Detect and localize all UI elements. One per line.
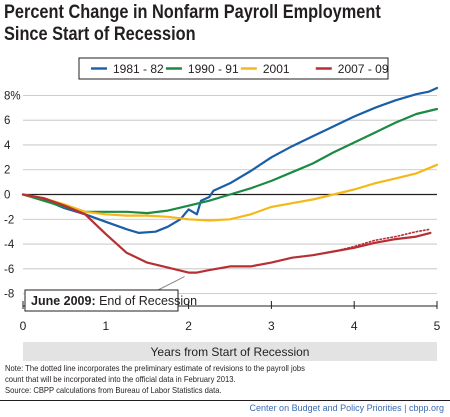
legend-box — [78, 57, 389, 80]
y-tick-label: -2 — [4, 214, 14, 226]
chart-canvas: 8% 6 4 2 0 -2 -4 -6 -8 0 1 2 3 4 5 Years from Start of … — [4, 57, 441, 361]
note-line-1: Note: The dotted line incorporates the p… — [5, 364, 305, 373]
x-axis-label: Years from Start of Recession — [151, 345, 310, 359]
y-tick-label: 6 — [4, 115, 10, 127]
legend-label: 1981 - 82 — [113, 62, 164, 76]
y-tick-label: 2 — [4, 165, 10, 177]
annotation-text: June 2009: End of Recession — [31, 294, 197, 308]
series-line-2007-09 — [21, 193, 432, 274]
note-line-2: count that will be incorporated into the… — [5, 375, 236, 384]
x-tick-label: 3 — [268, 319, 275, 333]
y-tick-label: 8% — [4, 90, 21, 102]
annotation-date: June 2009: — [31, 294, 96, 308]
series-line-2001 — [21, 163, 439, 222]
series-line-1990-91 — [21, 107, 439, 215]
y-tick-label: 4 — [4, 140, 11, 152]
chart-title: Percent Change in Nonfarm Payroll Employ… — [4, 2, 382, 46]
annotation-leader — [157, 276, 185, 291]
y-tick-label: 0 — [4, 190, 10, 202]
credit-line: Center on Budget and Policy Priorities |… — [249, 403, 444, 413]
x-axis-label-band — [23, 342, 437, 361]
title-line-2: Since Start of Recession — [4, 24, 196, 45]
source-line: Source: CBPP calculations from Bureau of… — [5, 386, 222, 395]
legend-label: 2007 - 09 — [338, 62, 389, 76]
x-tick-label: 2 — [185, 319, 192, 333]
annotation-label: End of Recession — [96, 294, 197, 308]
x-tick-label: 1 — [102, 319, 109, 333]
chart-notes: Note: The dotted line incorporates the p… — [5, 363, 305, 396]
footer-divider — [0, 400, 450, 401]
legend-label: 1990 - 91 — [188, 62, 239, 76]
annotation-box — [24, 289, 179, 312]
series-line-revision-dotted — [332, 228, 432, 253]
x-tick-label: 0 — [20, 319, 27, 333]
x-tick-label: 5 — [434, 319, 441, 333]
y-tick-label: -6 — [4, 264, 14, 276]
y-tick-label: -8 — [4, 289, 14, 301]
y-tick-label: -4 — [4, 239, 15, 251]
x-tick-label: 4 — [351, 319, 358, 333]
legend-label: 2001 — [263, 62, 290, 76]
title-line-1: Percent Change in Nonfarm Payroll Employ… — [4, 2, 381, 23]
series-line-1981-82 — [21, 86, 439, 234]
